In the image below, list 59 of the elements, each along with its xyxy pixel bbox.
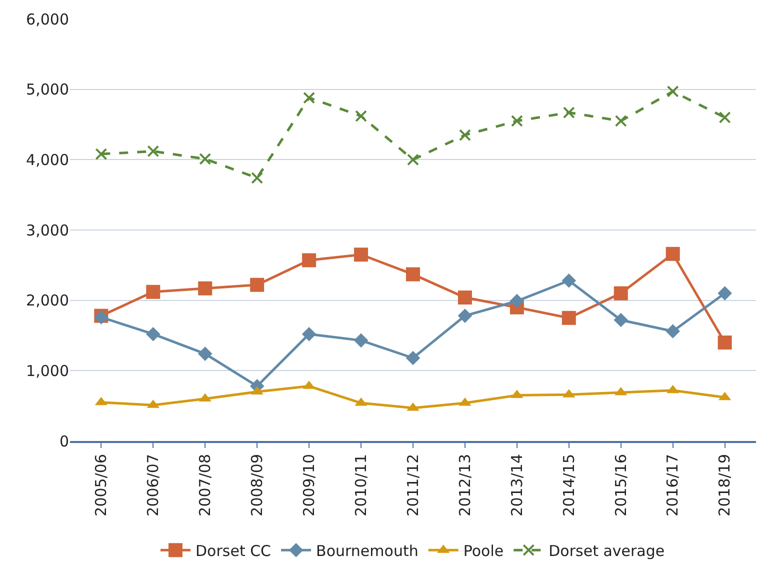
point: [303, 92, 316, 104]
point: [354, 248, 368, 262]
point: [666, 85, 679, 98]
x-tick-label: 2006/07: [144, 454, 162, 516]
legend-label: Poole: [463, 542, 504, 560]
point: [718, 286, 732, 300]
y-tick-label: 2,000: [26, 292, 69, 310]
point: [614, 312, 628, 328]
legend-label: Bournemouth: [316, 542, 418, 560]
point: [147, 145, 160, 158]
point: [198, 281, 212, 296]
point: [146, 326, 160, 342]
point: [666, 246, 680, 261]
point: [562, 310, 576, 325]
point: [302, 253, 316, 268]
point: [146, 284, 160, 299]
x-tick-label: 2013/14: [508, 454, 526, 516]
point: [718, 111, 731, 124]
point: [406, 350, 420, 366]
x-tick-label: 2007/08: [196, 454, 214, 516]
point: [354, 333, 368, 348]
point: [562, 273, 576, 288]
point: [458, 129, 471, 142]
x-tick-label: 2009/10: [300, 454, 318, 516]
point: [614, 286, 628, 300]
point: [95, 148, 108, 160]
point: [718, 336, 732, 350]
y-tick-label: 3,000: [26, 221, 69, 240]
point: [302, 326, 316, 342]
point: [458, 308, 472, 323]
y-tick-label: 1,000: [26, 362, 69, 380]
x-tick-label: 2012/13: [456, 454, 474, 516]
legend-label: Dorset CC: [196, 542, 272, 560]
x-tick-label: 2005/06: [92, 454, 110, 516]
point: [666, 324, 680, 338]
point: [199, 152, 212, 165]
x-tick-label: 2014/15: [560, 454, 578, 516]
point: [406, 267, 420, 282]
x-tick-label: 2018/19: [716, 454, 734, 516]
y-tick-label: 4,000: [26, 150, 69, 169]
point: [510, 114, 523, 127]
y-tick-label: 6,000: [26, 10, 69, 28]
point: [614, 114, 627, 127]
x-tick-label: 2015/16: [612, 454, 630, 516]
point: [407, 154, 419, 166]
x-tick-label: 2008/09: [248, 454, 266, 516]
point: [250, 278, 264, 292]
point: [198, 346, 212, 361]
x-tick-label: 2010/11: [352, 454, 370, 516]
legend-label: Dorset average: [548, 542, 665, 560]
point: [251, 172, 264, 184]
point: [355, 110, 368, 122]
y-tick-label: 0: [59, 432, 69, 450]
y-tick-label: 5,000: [26, 80, 69, 99]
point: [562, 106, 575, 119]
x-tick-label: 2011/12: [404, 454, 422, 516]
x-tick-label: 2016/17: [664, 454, 682, 516]
point: [458, 290, 472, 305]
point: [510, 294, 524, 308]
